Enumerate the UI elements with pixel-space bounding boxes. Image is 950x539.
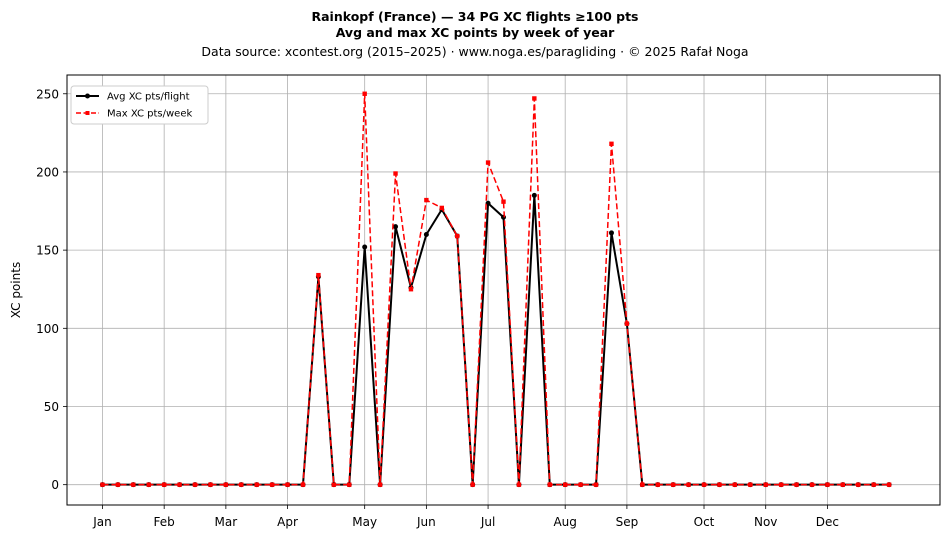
- series-point-max: [424, 197, 429, 203]
- series-point-max: [100, 482, 105, 487]
- series-point-max: [501, 199, 506, 204]
- x-tick-label: Jun: [416, 515, 436, 529]
- series-point-max: [408, 287, 414, 292]
- series-point-max: [640, 482, 645, 487]
- series-point-max: [763, 482, 768, 487]
- series-point-avg: [393, 224, 399, 230]
- series-line-0: [102, 194, 890, 486]
- series-point-max: [732, 482, 738, 487]
- series-point-max: [177, 482, 182, 487]
- series-point-max: [609, 141, 614, 146]
- series-point-max: [624, 321, 630, 326]
- series-point-avg: [485, 200, 491, 206]
- series-point-max: [115, 482, 121, 487]
- x-tick-label: Jan: [92, 515, 112, 529]
- series-point-max: [748, 482, 753, 487]
- series-point-max: [485, 160, 491, 165]
- y-tick-label: 150: [36, 244, 59, 258]
- series-point-max: [809, 482, 815, 487]
- series-point-max: [192, 482, 198, 487]
- grid: [67, 75, 940, 505]
- series-layer: [99, 91, 892, 488]
- series-point-max: [285, 482, 290, 487]
- series-point-max: [377, 482, 383, 487]
- x-tick-label: Oct: [694, 515, 715, 529]
- series-point-max: [701, 482, 707, 487]
- legend-max-marker: [85, 111, 90, 115]
- series-point-max: [562, 482, 568, 487]
- series-point-max: [347, 482, 352, 487]
- series-point-max: [131, 482, 136, 487]
- series-point-max: [161, 482, 167, 487]
- series-point-max: [300, 482, 306, 487]
- series-point-max: [269, 482, 275, 487]
- axes: Jan Feb Mar Apr May Jun Jul Aug Sep Oct Nov Dec 0 50 1…: [36, 87, 839, 529]
- series-point-max: [532, 96, 537, 101]
- series-point-max: [825, 482, 830, 487]
- y-tick-label: 250: [36, 87, 59, 101]
- y-tick-label: 200: [36, 165, 59, 179]
- series-point-max: [455, 233, 460, 239]
- series-point-max: [856, 482, 861, 487]
- y-tick-label: 0: [51, 478, 59, 492]
- series-point-max: [239, 482, 244, 487]
- series-point-max: [254, 482, 259, 487]
- x-tick-label: Feb: [154, 515, 175, 529]
- y-tick-label: 100: [36, 322, 59, 336]
- x-tick-label: May: [352, 515, 377, 529]
- chart-source: Data source: xcontest.org (2015–2025) · …: [201, 44, 748, 59]
- series-point-max: [439, 205, 445, 211]
- legend-avg-marker: [85, 93, 90, 99]
- series-point-max: [331, 482, 337, 487]
- y-tick-label: 50: [44, 400, 59, 414]
- series-point-max: [208, 482, 213, 487]
- series-point-max: [670, 482, 676, 487]
- series-point-max: [886, 482, 892, 487]
- y-axis-label: XC points: [9, 262, 23, 318]
- chart-subtitle: Avg and max XC points by week of year: [336, 25, 615, 40]
- series-line-1: [102, 93, 890, 486]
- chart-title: Rainkopf (France) — 34 PG XC flights ≥10…: [312, 9, 639, 24]
- x-tick-label: Sep: [616, 515, 639, 529]
- series-point-max: [316, 272, 321, 278]
- series-point-max: [578, 482, 583, 487]
- series-point-avg: [423, 231, 429, 237]
- legend-avg-label: Avg XC pts/flight: [107, 92, 190, 103]
- legend-max-label: Max XC pts/week: [107, 109, 192, 120]
- series-point-max: [146, 482, 151, 487]
- series-point-max: [717, 482, 722, 487]
- x-tick-label: Jul: [480, 515, 495, 529]
- series-point-max: [778, 482, 784, 487]
- series-point-max: [470, 482, 475, 487]
- x-tick-label: Mar: [215, 515, 238, 529]
- x-tick-label: Dec: [816, 515, 839, 529]
- series-point-avg: [362, 244, 368, 250]
- series-point-avg: [608, 230, 614, 236]
- legend-box: [70, 85, 209, 125]
- series-point-avg: [531, 192, 537, 198]
- series-point-max: [393, 171, 398, 176]
- plot-frame: [66, 74, 941, 506]
- series-point-max: [547, 482, 552, 487]
- series-point-max: [223, 482, 229, 487]
- legend: Avg XC pts/flight Max XC pts/week: [70, 85, 209, 125]
- series-point-max: [840, 482, 846, 487]
- series-point-max: [362, 91, 367, 96]
- series-point-max: [516, 482, 522, 487]
- x-tick-label: Aug: [553, 515, 576, 529]
- series-point-max: [593, 482, 599, 487]
- x-tick-label: Apr: [277, 515, 298, 529]
- series-point-max: [655, 482, 660, 487]
- series-point-max: [794, 482, 799, 487]
- x-tick-label: Nov: [754, 515, 777, 529]
- series-point-max: [871, 482, 876, 487]
- series-point-max: [686, 482, 691, 487]
- series-point-avg: [501, 214, 506, 220]
